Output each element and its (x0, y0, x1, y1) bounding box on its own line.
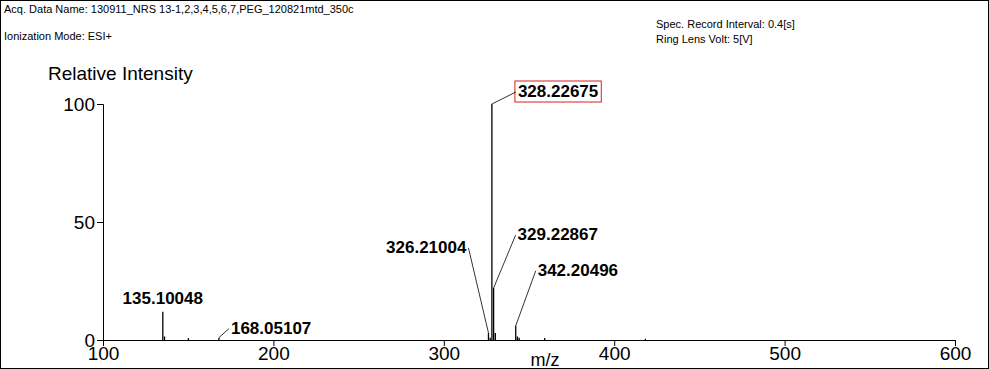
peak (188, 338, 189, 340)
y-tick-mark (97, 104, 103, 105)
peak (490, 338, 491, 340)
y-axis-line (97, 105, 104, 341)
x-tick-label: 600 (940, 343, 972, 364)
peak-label: 326.21004 (386, 238, 467, 257)
header-text: Ionization Mode: ESI+ (4, 30, 112, 42)
header-text: Acq. Data Name: 130911_NRS 13-1,2,3,4,5,… (4, 3, 354, 15)
peak (515, 326, 516, 340)
plot-area (163, 104, 646, 340)
y-tick-label: 100 (63, 94, 95, 115)
y-tick: 0 (84, 330, 103, 351)
chart-container: Acq. Data Name: 130911_NRS 13-1,2,3,4,5,… (0, 0, 989, 369)
x-axis: 100200300400500600 (88, 340, 972, 364)
y-tick: 100 (63, 94, 103, 115)
y-tick: 50 (74, 212, 103, 233)
annotations: 135.10048 168.05107 326.21004 328.22675 329.… (123, 81, 618, 338)
peak (493, 288, 494, 340)
x-tick: 600 (940, 340, 972, 364)
peak-label: 328.22675 (518, 82, 598, 101)
x-tick-label: 300 (428, 343, 460, 364)
peak (218, 338, 219, 340)
x-tick: 300 (428, 340, 460, 364)
y-axis: 0 50 100 (63, 94, 103, 351)
y-axis-title: Relative Intensity (48, 63, 193, 84)
annotation-leader (494, 235, 516, 288)
peak (645, 339, 646, 340)
header-text: Spec. Record Interval: 0.4[s] (656, 18, 795, 30)
x-tick: 500 (769, 340, 801, 364)
annotation-leader (468, 248, 488, 333)
annotation-leader (516, 271, 536, 326)
peak-label: 329.22867 (518, 225, 598, 244)
x-tick: 400 (599, 340, 631, 364)
peak (544, 338, 545, 340)
peak (491, 104, 492, 340)
x-tick: 200 (258, 340, 290, 364)
x-tick-label: 400 (599, 343, 631, 364)
peak-label: 342.20496 (538, 261, 618, 280)
annotation-leader (219, 329, 229, 338)
header-text: Ring Lens Volt: 5[V] (656, 33, 753, 45)
y-tick-mark (97, 222, 103, 223)
y-tick-label: 0 (84, 330, 95, 351)
y-tick-label: 50 (74, 212, 95, 233)
peak-label: 168.05107 (231, 319, 311, 338)
peak (517, 336, 518, 340)
y-tick-mark (97, 340, 103, 341)
x-tick-label: 200 (258, 343, 290, 364)
peak (162, 312, 163, 340)
outer-frame (1, 1, 989, 369)
x-axis-title: m/z (531, 350, 560, 369)
chart-svg: Acq. Data Name: 130911_NRS 13-1,2,3,4,5,… (0, 0, 989, 369)
annotation-leader (492, 92, 516, 104)
peak-label: 135.10048 (123, 289, 203, 308)
x-axis-line (104, 341, 956, 347)
peak (164, 336, 165, 340)
peak (495, 333, 496, 340)
label-box (515, 81, 601, 102)
peak (518, 338, 519, 340)
peak (488, 333, 489, 340)
x-tick-label: 500 (769, 343, 801, 364)
